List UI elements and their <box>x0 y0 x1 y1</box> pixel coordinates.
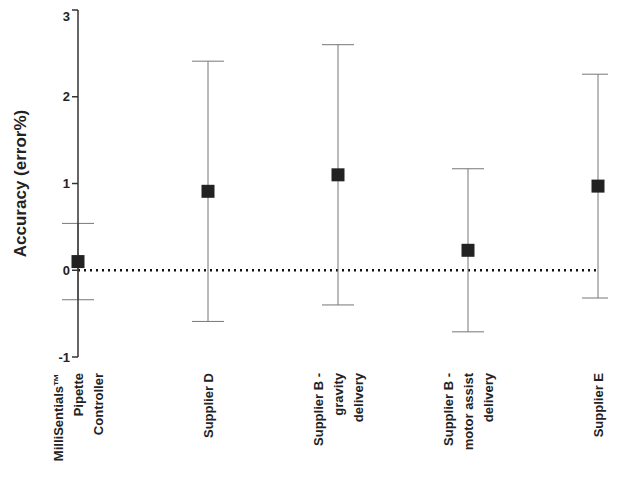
svg-text:Supplier D: Supplier D <box>201 373 216 438</box>
svg-text:Supplier E: Supplier E <box>591 373 606 438</box>
svg-text:MilliSentials™PipetteControlle: MilliSentials™PipetteController <box>51 373 106 461</box>
svg-text:-1: -1 <box>58 350 70 365</box>
svg-text:Accuracy (error%): Accuracy (error%) <box>11 110 30 257</box>
svg-text:1: 1 <box>63 176 70 191</box>
svg-text:0: 0 <box>63 263 70 278</box>
svg-text:3: 3 <box>63 9 70 24</box>
svg-text:Supplier B -motor assistdelive: Supplier B -motor assistdelivery <box>441 372 496 450</box>
svg-text:2: 2 <box>63 89 70 104</box>
svg-text:Supplier B -gravitydelivery: Supplier B -gravitydelivery <box>311 372 366 446</box>
